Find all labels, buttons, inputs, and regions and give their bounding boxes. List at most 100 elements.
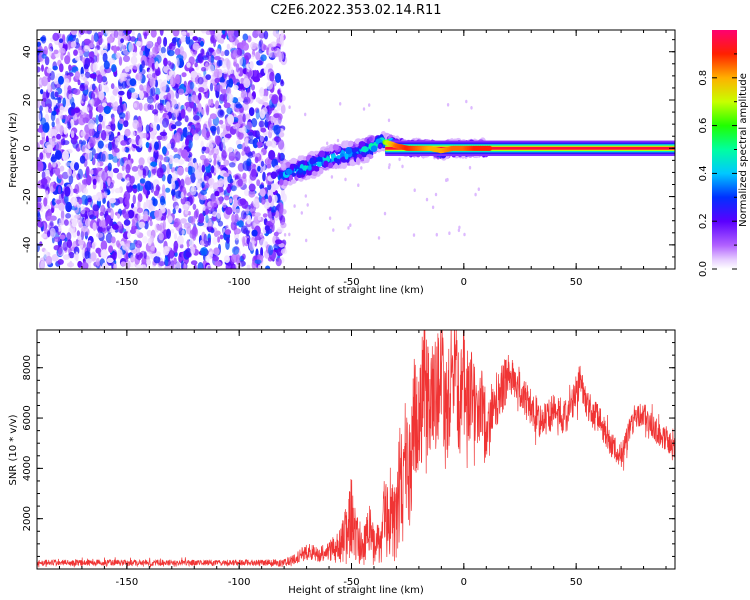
- spectrogram-cell: [54, 167, 61, 176]
- spectrogram-cell: [75, 251, 79, 262]
- spectrogram-cell: [44, 169, 51, 177]
- spectrogram-cell: [251, 84, 255, 91]
- spectrogram-cell: [213, 247, 220, 256]
- spectrogram-cell: [141, 258, 147, 265]
- spectrogram-cell: [181, 72, 187, 78]
- spectrogram-cell: [67, 168, 72, 177]
- spectrogram-cell: [168, 43, 176, 51]
- spectrogram-cell: [173, 257, 177, 265]
- spectrogram-cell: [306, 203, 309, 207]
- spectrogram-cell: [184, 156, 190, 162]
- spectrogram-cell: [242, 42, 249, 51]
- spectrogram-cell: [170, 229, 175, 234]
- spectrogram-cell: [142, 165, 150, 177]
- spectrogram-cell: [130, 36, 136, 42]
- spectrogram-cell: [198, 87, 205, 93]
- spectrogram-cell: [83, 188, 88, 195]
- spectrogram-cell: [311, 170, 318, 176]
- spectrogram-cell: [57, 222, 62, 229]
- spectrogram-cell: [44, 56, 50, 66]
- spectrogram-cell: [132, 64, 140, 70]
- spectrogram-cell: [184, 177, 192, 186]
- snr-ylabel: SNR (10 * v/v): [8, 414, 19, 485]
- spectrogram-cell: [87, 150, 93, 161]
- spectrogram-cell: [92, 148, 96, 156]
- spectrogram-cell: [277, 139, 285, 150]
- spectrogram-cell: [211, 216, 217, 222]
- spectrogram-cell: [91, 83, 96, 91]
- spectrogram-cell: [281, 193, 287, 203]
- spectrogram-cell: [81, 140, 87, 145]
- spectrogram-cell: [63, 126, 68, 135]
- spectrogram-cell: [259, 184, 264, 190]
- spectrogram-cell: [212, 236, 218, 245]
- colorbar: 0.0 0.2 0.4 0.6 0.8 Normalized spectral ampl…: [698, 30, 749, 277]
- spectrogram-cell: [111, 64, 117, 73]
- y-tick-label: -40: [22, 237, 33, 253]
- spectrogram-cell: [280, 221, 287, 229]
- spectrogram-cell: [81, 261, 89, 269]
- spectrogram-cell: [147, 237, 152, 247]
- spectrogram-cell: [230, 185, 237, 192]
- spectrogram-cell: [113, 45, 118, 54]
- spectrogram-cell: [224, 49, 230, 56]
- spectrogram-cell: [54, 91, 59, 98]
- spectrogram-cell: [103, 60, 110, 70]
- spectrogram-cell: [173, 108, 180, 118]
- spectrogram-cell: [333, 157, 338, 162]
- spectrogram-cell: [91, 34, 95, 45]
- spectrogram-cell: [167, 215, 173, 224]
- spectrogram-cell: [51, 110, 57, 116]
- spectrogram-cell: [192, 230, 197, 241]
- spectrogram-cell: [69, 260, 73, 268]
- spectrogram-cell: [136, 244, 141, 255]
- spectrogram-cell: [200, 189, 208, 196]
- spectrogram-cell: [217, 236, 221, 243]
- spectrogram-cell: [171, 189, 176, 197]
- spectrogram-cell: [139, 84, 144, 91]
- colorbar-gradient: [712, 30, 737, 269]
- spectrogram-cell: [201, 164, 206, 173]
- spectrogram-cell: [228, 151, 236, 162]
- spectrogram-cell: [242, 236, 246, 247]
- spectrogram-cell: [242, 172, 247, 179]
- spectrogram-cell: [278, 171, 283, 178]
- spectrogram-cell: [93, 32, 99, 43]
- spectrogram-cell: [205, 214, 209, 224]
- spectrogram-cell: [257, 216, 262, 221]
- spectrogram-cell: [176, 261, 181, 269]
- spectrogram-cell: [190, 94, 198, 103]
- spectrogram-cell: [72, 196, 78, 206]
- spectrogram-cell: [457, 228, 461, 233]
- y-tick-label: 8000: [22, 355, 33, 380]
- spectrogram-cell: [247, 151, 253, 159]
- spectrogram-cell: [270, 52, 278, 58]
- spectrogram-cell: [37, 99, 41, 109]
- spectrogram-cell: [198, 213, 205, 224]
- spectrogram-cell: [130, 55, 138, 65]
- spectrogram-cell: [155, 94, 159, 101]
- spectrogram-cell: [68, 64, 72, 71]
- spectrogram-cell: [166, 143, 172, 150]
- spectrogram-cell: [81, 93, 87, 103]
- spectrogram-cell: [463, 232, 466, 237]
- y-tick-label: -20: [22, 188, 33, 204]
- spectrogram-cell: [131, 166, 139, 172]
- spectrogram-frame: [36, 29, 676, 270]
- spectrogram-cell: [52, 32, 60, 42]
- spectrogram-cell: [96, 162, 100, 167]
- spectrogram-cell: [64, 186, 71, 197]
- spectrogram-cell: [334, 163, 338, 170]
- y-tick-label: 6000: [22, 405, 33, 430]
- spectrogram-cell: [122, 172, 126, 179]
- spectrogram-cell: [225, 262, 233, 269]
- spectrogram-cell: [272, 235, 277, 245]
- spectrogram-x-ticks: -150 -100 -50 0 50: [36, 30, 667, 288]
- spectrogram-cell: [162, 52, 166, 59]
- spectrogram-cell: [58, 47, 66, 54]
- spectrogram-cell: [290, 157, 298, 165]
- spectrogram-cell: [248, 183, 256, 192]
- spectrogram-cell: [99, 179, 104, 191]
- spectrogram-cell: [213, 164, 220, 174]
- spectrogram-cell: [144, 180, 152, 191]
